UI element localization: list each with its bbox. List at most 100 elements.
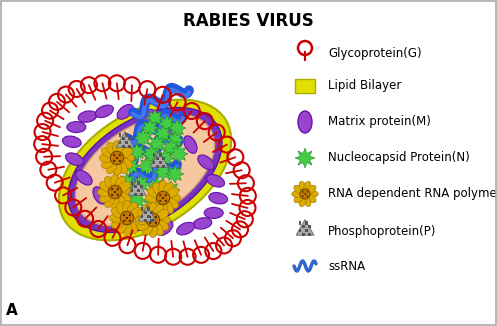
Ellipse shape <box>153 222 164 236</box>
Polygon shape <box>125 141 128 144</box>
Polygon shape <box>141 119 159 137</box>
Ellipse shape <box>99 192 113 202</box>
Text: Glycoprotein(G): Glycoprotein(G) <box>328 48 421 61</box>
Circle shape <box>152 219 154 221</box>
Polygon shape <box>119 133 121 137</box>
Polygon shape <box>122 137 125 141</box>
Ellipse shape <box>157 221 173 235</box>
Circle shape <box>159 194 161 196</box>
Ellipse shape <box>127 220 138 234</box>
Circle shape <box>123 220 125 222</box>
Ellipse shape <box>137 210 151 220</box>
Circle shape <box>111 188 113 190</box>
Polygon shape <box>159 161 162 164</box>
Ellipse shape <box>113 161 121 176</box>
Ellipse shape <box>135 213 149 231</box>
Polygon shape <box>153 161 156 164</box>
Circle shape <box>114 191 116 193</box>
Ellipse shape <box>143 222 153 236</box>
Polygon shape <box>166 165 184 183</box>
Circle shape <box>119 154 121 156</box>
Text: Nucleocapsid Protein(N): Nucleocapsid Protein(N) <box>328 152 470 165</box>
Polygon shape <box>134 193 137 196</box>
Polygon shape <box>296 220 314 235</box>
Polygon shape <box>134 129 152 147</box>
Ellipse shape <box>123 221 131 236</box>
Polygon shape <box>305 229 308 232</box>
Ellipse shape <box>308 191 318 197</box>
Ellipse shape <box>111 174 119 189</box>
Ellipse shape <box>99 182 113 192</box>
Circle shape <box>302 195 304 197</box>
Ellipse shape <box>304 181 311 192</box>
Ellipse shape <box>193 218 212 229</box>
Circle shape <box>113 160 115 162</box>
Polygon shape <box>163 157 165 160</box>
Ellipse shape <box>298 111 312 133</box>
Polygon shape <box>163 165 165 168</box>
Circle shape <box>119 160 121 162</box>
Ellipse shape <box>68 108 222 232</box>
Ellipse shape <box>117 142 127 156</box>
Polygon shape <box>299 221 301 225</box>
Polygon shape <box>158 195 176 213</box>
Ellipse shape <box>156 215 170 224</box>
Polygon shape <box>128 143 146 161</box>
Ellipse shape <box>153 200 163 214</box>
Ellipse shape <box>117 220 127 234</box>
Polygon shape <box>159 154 162 156</box>
Circle shape <box>162 197 164 199</box>
Ellipse shape <box>104 176 115 190</box>
Ellipse shape <box>117 192 131 202</box>
Polygon shape <box>295 148 315 168</box>
Ellipse shape <box>159 201 167 215</box>
Ellipse shape <box>119 158 133 169</box>
Ellipse shape <box>166 198 178 208</box>
Ellipse shape <box>299 196 306 207</box>
Polygon shape <box>116 189 134 207</box>
Ellipse shape <box>120 154 135 162</box>
Ellipse shape <box>119 148 133 158</box>
Ellipse shape <box>76 114 215 226</box>
Ellipse shape <box>114 201 125 220</box>
Circle shape <box>117 188 119 190</box>
Circle shape <box>149 222 151 224</box>
Ellipse shape <box>148 198 161 208</box>
Ellipse shape <box>117 160 127 174</box>
Polygon shape <box>305 221 308 225</box>
Ellipse shape <box>163 182 173 196</box>
Ellipse shape <box>111 208 125 218</box>
Ellipse shape <box>63 136 81 147</box>
Polygon shape <box>151 211 153 215</box>
Polygon shape <box>162 139 180 157</box>
Ellipse shape <box>109 214 124 222</box>
Polygon shape <box>141 215 144 218</box>
Polygon shape <box>162 181 180 199</box>
Circle shape <box>111 194 113 196</box>
Circle shape <box>117 194 119 196</box>
Ellipse shape <box>104 194 115 208</box>
Polygon shape <box>151 219 153 222</box>
Circle shape <box>155 216 157 218</box>
Ellipse shape <box>76 170 92 185</box>
Ellipse shape <box>159 180 167 195</box>
Ellipse shape <box>118 187 133 196</box>
Circle shape <box>108 185 122 199</box>
Ellipse shape <box>141 109 155 127</box>
Ellipse shape <box>176 222 195 235</box>
Ellipse shape <box>165 120 176 139</box>
Ellipse shape <box>153 182 163 196</box>
Text: A: A <box>6 303 18 318</box>
Circle shape <box>165 194 167 196</box>
Polygon shape <box>154 163 172 181</box>
Polygon shape <box>144 211 147 215</box>
Polygon shape <box>128 145 131 148</box>
Polygon shape <box>166 131 184 149</box>
Ellipse shape <box>304 196 311 207</box>
Ellipse shape <box>163 200 173 214</box>
Circle shape <box>146 213 160 227</box>
Ellipse shape <box>123 200 131 215</box>
Circle shape <box>306 191 308 193</box>
Ellipse shape <box>115 176 125 190</box>
Ellipse shape <box>166 194 180 202</box>
